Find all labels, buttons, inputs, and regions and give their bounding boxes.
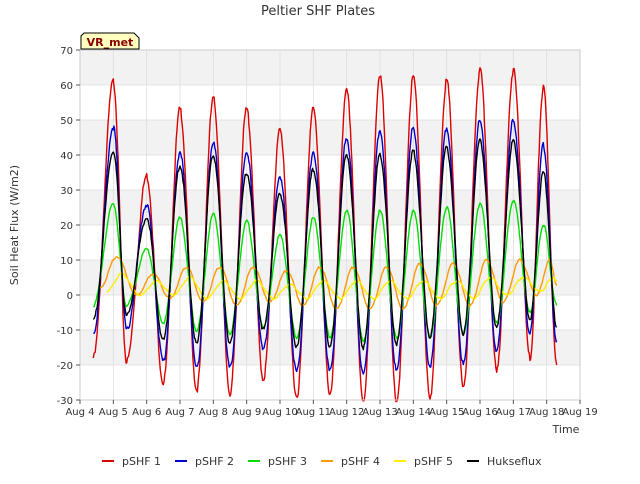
legend: pSHF 1 pSHF 2 pSHF 3 pSHF 4 pSHF 5 Hukseflux [102,455,542,468]
x-axis-label: Time [552,423,580,436]
legend-item: pSHF 2 [175,455,234,468]
x-tick-label: Aug 9 [232,407,261,418]
y-axis-label: Soil Heat Flux (W/m2) [8,165,21,285]
chart-title: Peltier SHF Plates [261,4,375,19]
y-tick-label: 40 [60,151,73,162]
badge-label: VR_met [87,36,134,49]
x-tick-label: Aug 4 [65,407,94,418]
legend-item: pSHF 5 [394,455,453,468]
plot-band [80,85,580,120]
legend-label: pSHF 4 [341,455,380,468]
plot-band [80,190,580,225]
x-tick-label: Aug 5 [99,407,128,418]
y-tick-label: 0 [67,291,73,302]
x-tick-label: Aug 19 [562,407,597,418]
legend-label: pSHF 5 [414,455,453,468]
plot-band [80,330,580,365]
y-tick-label: -20 [57,361,73,372]
series-line-hukseflux [92,138,558,351]
series-line-pshf-1 [92,67,558,403]
y-tick-label: -30 [57,396,73,407]
plot-band [80,155,580,190]
legend-label: pSHF 2 [195,455,234,468]
y-ticks: -30 -20 -10 0 10 20 30 40 50 60 70 [57,46,80,407]
x-tick-label: Aug 17 [496,407,531,418]
legend-item: pSHF 3 [248,455,307,468]
x-tick-label: Aug 10 [262,407,297,418]
legend-item: pSHF 4 [321,455,380,468]
plot-band [80,295,580,330]
vr-met-badge: VR_met [80,32,140,50]
series-line-pshf-3 [92,199,558,343]
series-layer [92,67,558,403]
series-line-pshf-5 [106,272,558,301]
x-tick-label: Aug 15 [429,407,464,418]
legend-label: pSHF 1 [122,455,161,468]
series-line-pshf-4 [99,256,558,310]
x-tick-label: Aug 12 [329,407,364,418]
legend-label: pSHF 3 [268,455,307,468]
legend-label: Hukseflux [487,455,542,468]
x-tick-label: Aug 6 [132,407,161,418]
y-tick-label: 50 [60,116,73,127]
plot-band [80,225,580,260]
legend-item: pSHF 1 [102,455,161,468]
y-tick-label: 70 [60,46,73,57]
x-tick-label: Aug 11 [296,407,331,418]
legend-item: Hukseflux [467,455,542,468]
x-tick-label: Aug 8 [199,407,228,418]
badge-box [80,32,140,50]
y-tick-label: 60 [60,81,73,92]
plot-band [80,50,580,85]
y-tick-label: 20 [60,221,73,232]
y-tick-label: 10 [60,256,73,267]
x-ticks: Aug 4 Aug 5 Aug 6 Aug 7 Aug 8 Aug 9 Aug 10Aug … [65,400,598,418]
x-tick-label: Aug 14 [396,407,431,418]
y-tick-label: -10 [57,326,73,337]
x-tick-label: Aug 13 [362,407,397,418]
y-tick-label: 30 [60,186,73,197]
x-tick-label: Aug 18 [529,407,564,418]
x-tick-label: Aug 7 [165,407,194,418]
x-tick-label: Aug 16 [462,407,497,418]
plot-band [80,120,580,155]
